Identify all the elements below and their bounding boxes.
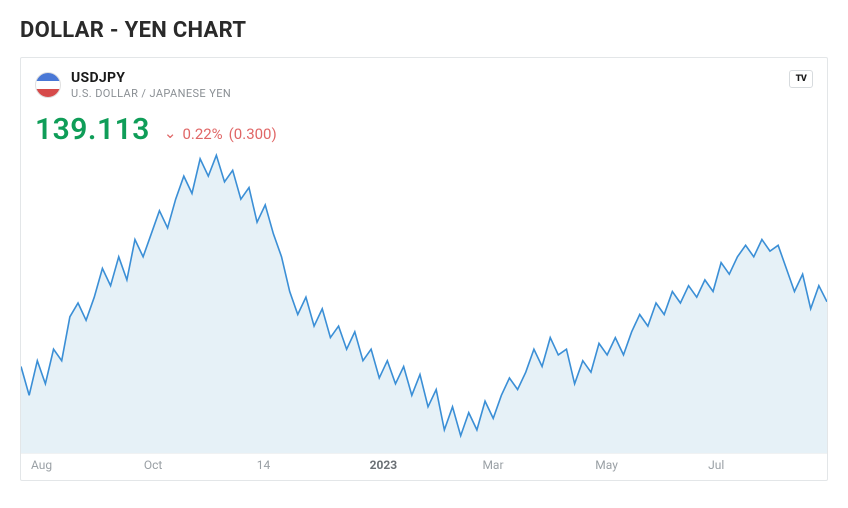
area-fill (21, 155, 827, 453)
x-axis-label: May (595, 458, 708, 472)
currency-flag-icon (35, 72, 61, 98)
x-axis: AugOct142023MarMayJul (21, 453, 827, 480)
x-axis-label: Jul (708, 458, 821, 472)
arrow-down-icon: ⌄ (164, 124, 177, 142)
x-axis-label: Aug (27, 458, 144, 472)
price-chart-svg (21, 153, 827, 453)
chart-card: USDJPY U.S. DOLLAR / JAPANESE YEN TV 139… (20, 57, 828, 481)
change-block: ⌄ 0.22% (0.300) (164, 125, 277, 143)
change-absolute: (0.300) (229, 125, 277, 143)
tradingview-logo-icon[interactable]: TV (789, 70, 813, 88)
x-axis-label: Mar (482, 458, 595, 472)
price-row: 139.113 ⌄ 0.22% (0.300) (35, 112, 813, 147)
x-axis-label: 2023 (370, 458, 483, 472)
x-axis-label: Oct (144, 458, 257, 472)
page-title: DOLLAR - YEN CHART (20, 18, 828, 43)
last-price: 139.113 (35, 112, 150, 147)
change-percent: 0.22% (182, 125, 222, 143)
chart-header: USDJPY U.S. DOLLAR / JAPANESE YEN TV (35, 70, 813, 100)
ticker-subtitle: U.S. DOLLAR / JAPANESE YEN (71, 87, 779, 100)
chart-area[interactable] (21, 153, 827, 453)
ticker-symbol[interactable]: USDJPY (71, 70, 779, 86)
x-axis-label: 14 (257, 458, 370, 472)
ticker-block: USDJPY U.S. DOLLAR / JAPANESE YEN (71, 70, 779, 100)
